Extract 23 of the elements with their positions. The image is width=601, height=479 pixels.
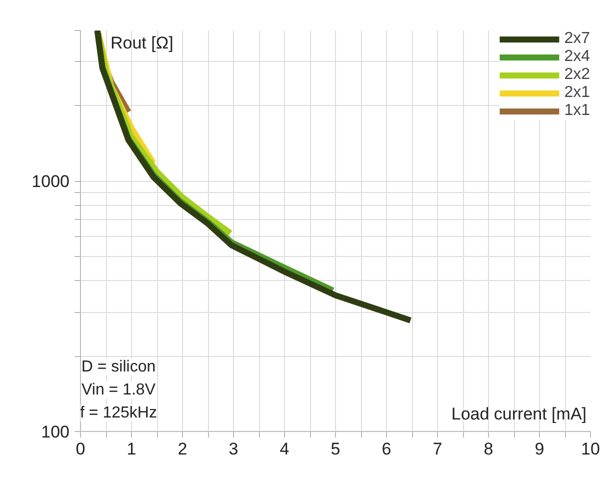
x-tick-label: 9 <box>534 440 544 458</box>
legend-label: 2x1 <box>564 84 590 102</box>
x-tick-label: 3 <box>228 440 238 458</box>
x-axis-title: Load current [mA] <box>451 404 587 424</box>
legend-label: 2x2 <box>564 66 590 84</box>
x-tick-label: 2 <box>178 440 188 458</box>
y-tick-label: 1000 <box>32 172 70 192</box>
y-axis-title: Rout [Ω] <box>110 34 174 52</box>
x-tick-label: 5 <box>330 440 340 458</box>
x-tick-label: 10 <box>581 440 600 458</box>
legend-label: 1x1 <box>564 102 590 120</box>
legend-label: 2x7 <box>564 30 590 48</box>
x-tick-label: 8 <box>484 440 494 458</box>
y-tick-label: 100 <box>41 422 70 442</box>
x-tick-label: 7 <box>432 440 442 458</box>
x-tick-label: 4 <box>280 440 290 458</box>
annotation: f = 125kHz <box>80 404 157 422</box>
annotation: D = silicon <box>81 358 156 376</box>
annotation: Vin = 1.8V <box>82 382 156 398</box>
x-tick-label: 0 <box>76 440 86 458</box>
x-tick-label: 6 <box>382 440 392 458</box>
x-tick-label: 1 <box>126 440 136 458</box>
legend-label: 2x4 <box>564 48 590 66</box>
